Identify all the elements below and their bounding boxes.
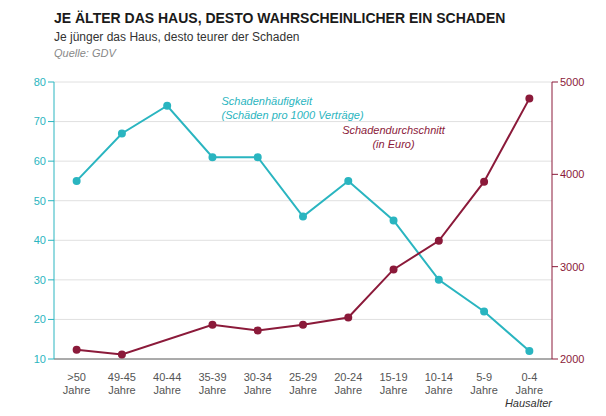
svg-text:Hausalter: Hausalter	[505, 397, 553, 409]
svg-text:49-45Jahre: 49-45Jahre	[108, 371, 136, 396]
svg-text:50: 50	[34, 195, 46, 207]
html-text:JE ÄLTER DAS HAUS, DESTO WAHRS: JE ÄLTER DAS HAUS, DESTO WAHRSCHEINLICHE…	[54, 10, 506, 26]
svg-text:4000: 4000	[560, 168, 584, 180]
svg-text:5-9Jahre: 5-9Jahre	[470, 371, 498, 396]
svg-text:20: 20	[34, 313, 46, 325]
html-text:Quelle: GDV: Quelle: GDV	[54, 47, 116, 59]
html-text:Schadenhäufigkeit (Schäden pro: Schadenhäufigkeit (Schäden pro 1000 Vert…	[221, 94, 364, 121]
svg-text:25-29Jahre: 25-29Jahre	[289, 371, 317, 396]
svg-text:40: 40	[34, 234, 46, 246]
svg-text:10-14Jahre: 10-14Jahre	[425, 371, 453, 396]
svg-text:80: 80	[34, 76, 46, 88]
html-text:Je jünger das Haus, desto teur: Je jünger das Haus, desto teurer der Sch…	[54, 30, 300, 44]
svg-text:30: 30	[34, 274, 46, 286]
svg-text:>50Jahre: >50Jahre	[63, 371, 91, 396]
html-text:Schadendurchschnitt (in Euro): Schadendurchschnitt (in Euro)	[342, 124, 445, 151]
svg-text:0-4Jahre: 0-4Jahre	[516, 371, 544, 396]
svg-text:10: 10	[34, 353, 46, 365]
svg-text:3000: 3000	[560, 261, 584, 273]
svg-text:30-34Jahre: 30-34Jahre	[244, 371, 272, 396]
svg-text:15-19Jahre: 15-19Jahre	[379, 371, 407, 396]
svg-text:40-44Jahre: 40-44Jahre	[153, 371, 181, 396]
svg-text:70: 70	[34, 115, 46, 127]
svg-text:35-39Jahre: 35-39Jahre	[198, 371, 226, 396]
svg-text:5000: 5000	[560, 76, 584, 88]
svg-text:2000: 2000	[560, 353, 584, 365]
svg-text:60: 60	[34, 155, 46, 167]
svg-text:20-24Jahre: 20-24Jahre	[334, 371, 362, 396]
